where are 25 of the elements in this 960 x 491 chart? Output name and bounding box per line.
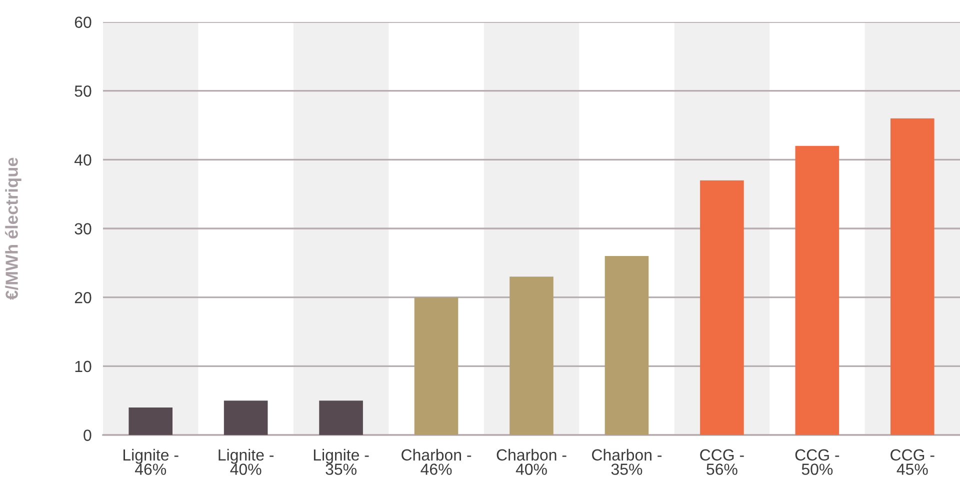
- y-tick-label: 30: [74, 223, 92, 234]
- bar: [795, 146, 840, 435]
- bar: [604, 256, 649, 435]
- y-tick-label: 50: [74, 85, 92, 97]
- x-tick-label: CCG - 50%: [795, 449, 840, 475]
- bar: [700, 180, 744, 435]
- bar: [414, 297, 458, 435]
- bar: [510, 276, 554, 435]
- x-tick-label: Lignite - 46%: [124, 448, 178, 475]
- bar: [224, 400, 268, 435]
- bar: [128, 407, 173, 435]
- x-tick-label: Lignite - 40%: [218, 448, 274, 475]
- bar: [319, 400, 363, 435]
- y-tick-label: 20: [74, 292, 92, 304]
- x-tick-label: Lignite - 35%: [314, 448, 369, 475]
- y-tick-label: 60: [74, 16, 92, 28]
- x-tick-label: CCG - 45%: [890, 449, 934, 475]
- x-tick-label: CCG - 56%: [700, 449, 744, 475]
- x-tick-label: Charbon - 40%: [496, 448, 566, 475]
- y-axis-title: €/MWh électrique: [5, 158, 22, 300]
- x-tick-label: Charbon - 35%: [592, 448, 662, 475]
- y-tick-label: 10: [75, 360, 92, 372]
- y-tick-label: 40: [74, 154, 92, 166]
- y-tick-label: 0: [84, 430, 92, 441]
- x-tick-label: Charbon - 46%: [402, 448, 472, 475]
